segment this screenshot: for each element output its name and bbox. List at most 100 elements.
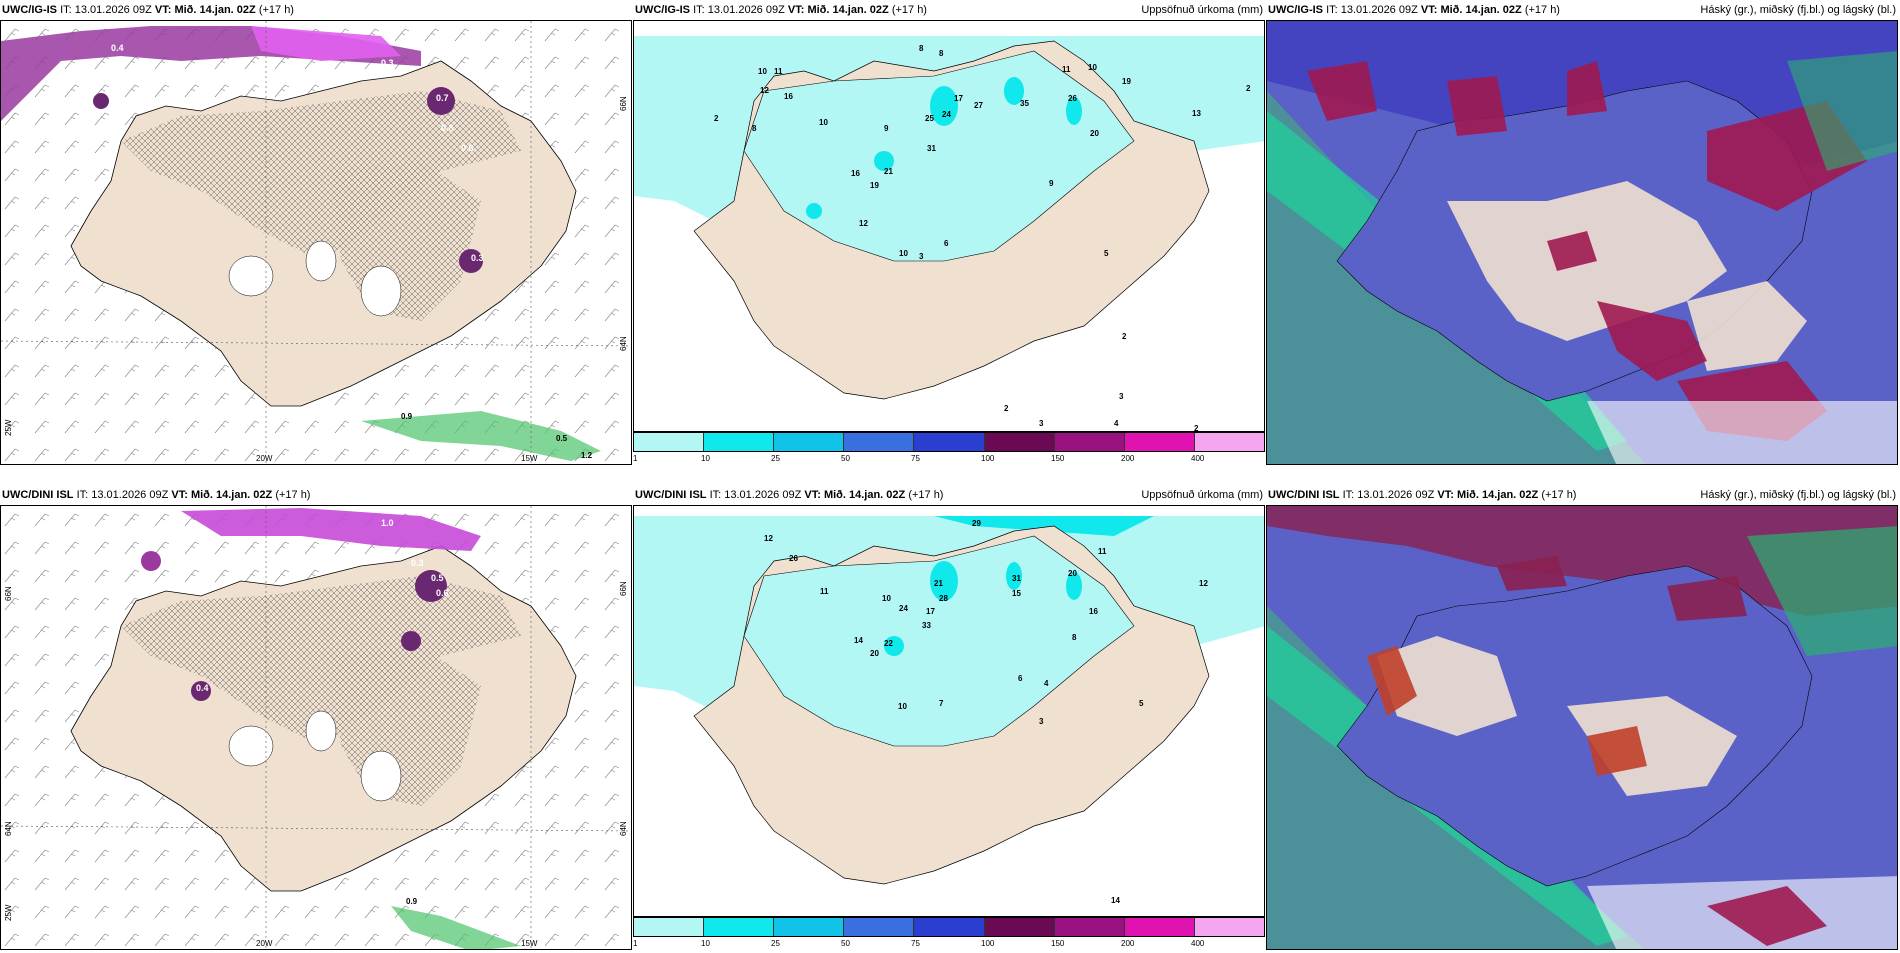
svg-text:11: 11 [1098,547,1107,556]
colorbar-label: 1 [633,939,638,948]
colorbar-label: 400 [1191,454,1205,463]
svg-text:3: 3 [1119,392,1124,401]
it-value: 13.01.2026 09Z [1340,4,1418,16]
wind-label: 0.3 [471,253,484,263]
colorbar-swatch [1124,918,1195,936]
it-value: 13.01.2026 09Z [724,489,802,501]
wind-label: 0.9 [401,412,413,421]
panel-precip-row1: UWC/IG-IS IT: 13.01.2026 09Z VT: Mið. 14… [633,0,1265,465]
wind-label: 0.9 [406,897,418,906]
wind-label: 0.7 [436,93,449,103]
panel-header: UWC/IG-IS IT: 13.01.2026 09Z VT: Mið. 14… [1266,0,1898,20]
it-label: IT: [60,4,72,16]
colorbar-swatches [633,432,1265,452]
vt-label: VT: Mið. 14.jan. 02Z [154,4,256,16]
svg-text:16: 16 [1089,607,1098,616]
colorbar-swatches [633,917,1265,937]
colorbar-swatch [914,918,985,936]
svg-text:24: 24 [942,110,951,119]
model-name: UWC/DINI ISL [635,489,707,501]
colorbar-label: 25 [771,454,780,463]
axis-label-15w: 15W [521,939,538,948]
svg-text:8: 8 [939,49,944,58]
colorbar-label: 1 [633,454,638,463]
svg-text:8: 8 [1072,633,1077,642]
panel-header: UWC/DINI ISL IT: 13.01.2026 09Z VT: Mið.… [1266,485,1898,505]
lead-time: (+17 h) [908,489,944,501]
wind-map-svg: 0.4 0.3 0.7 0.8 0.6 0.3 0.9 0.5 1.2 0.6 … [1,21,631,464]
svg-text:9: 9 [884,124,889,133]
svg-text:13: 13 [1192,109,1201,118]
axis-label-66n-right: 66N [619,581,628,596]
svg-text:17: 17 [954,94,963,103]
precip-map: 29 12 26 11 10 24 21 28 17 33 31 20 15 16 22 14… [633,505,1265,917]
svg-text:12: 12 [859,219,868,228]
colorbar-swatch [1054,433,1125,451]
svg-text:4: 4 [1044,679,1049,688]
wind-map: 0.4 0.3 0.7 0.8 0.6 0.3 0.9 0.5 1.2 0.6 … [0,20,632,465]
axis-label-66n: 66N [619,96,628,111]
svg-text:31: 31 [927,144,936,153]
colorbar-label: 50 [841,939,850,948]
svg-text:2: 2 [714,114,719,123]
vt-label: VT: Mið. 14.jan. 02Z [804,489,906,501]
svg-text:8: 8 [919,44,924,53]
vt-label: VT: Mið. 14.jan. 02Z [171,489,273,501]
svg-text:16: 16 [784,92,793,101]
colorbar-label: 75 [911,454,920,463]
colorbar-label: 100 [981,939,995,948]
lead-time: (+17 h) [1524,4,1560,16]
wind-label: 0.4 [196,683,209,693]
colorbar-label: 200 [1121,454,1135,463]
svg-text:14: 14 [854,636,863,645]
svg-text:19: 19 [1122,77,1131,86]
svg-text:20: 20 [1068,569,1077,578]
svg-text:6: 6 [944,239,949,248]
colorbar-label: 50 [841,454,850,463]
svg-text:21: 21 [884,167,893,176]
svg-text:8: 8 [752,124,757,133]
model-name: UWC/DINI ISL [2,489,74,501]
svg-text:11: 11 [1062,65,1071,74]
svg-text:10: 10 [898,702,907,711]
axis-label-66n: 66N [4,586,13,601]
axis-label-20w: 20W [256,939,273,948]
colorbar-label: 150 [1051,454,1065,463]
svg-text:2: 2 [1246,84,1251,93]
svg-text:11: 11 [774,67,783,76]
svg-text:25: 25 [925,114,934,123]
panel-wind-row2: UWC/DINI ISL IT: 13.01.2026 09Z VT: Mið.… [0,485,632,950]
svg-text:15: 15 [1012,589,1021,598]
it-label: IT: [709,489,722,501]
panel-header: UWC/DINI ISL IT: 13.01.2026 09Z VT: Mið.… [633,485,1265,505]
svg-text:35: 35 [1020,99,1029,108]
svg-text:22: 22 [884,639,893,648]
panel-header: UWC/DINI ISL IT: 13.01.2026 09Z VT: Mið.… [0,485,632,505]
svg-text:26: 26 [789,554,798,563]
cloud-title: Háský (gr.), miðský (fj.bl.) og lágský (… [1700,4,1896,16]
svg-text:10: 10 [1088,63,1097,72]
wind-label: 0.6 [496,403,509,413]
svg-text:3: 3 [1039,419,1044,428]
panel-header: UWC/IG-IS IT: 13.01.2026 09Z VT: Mið. 14… [633,0,1265,20]
svg-text:26: 26 [1068,94,1077,103]
cloud-title: Háský (gr.), miðský (fj.bl.) og lágský (… [1700,489,1896,501]
svg-text:14: 14 [1111,896,1120,905]
colorbar-swatch [634,433,705,451]
svg-text:10: 10 [899,249,908,258]
colorbar-swatch [844,433,915,451]
colorbar-swatch [704,918,775,936]
wind-label: 0.8 [441,123,454,133]
svg-text:11: 11 [820,587,829,596]
svg-text:31: 31 [1012,574,1021,583]
colorbar-label: 100 [981,454,995,463]
it-value: 13.01.2026 09Z [91,489,169,501]
svg-text:9: 9 [1049,179,1054,188]
wind-label: 1.2 [581,451,593,460]
colorbar-swatch [1124,433,1195,451]
lead-time: (+17 h) [275,489,311,501]
svg-text:2: 2 [1194,424,1199,432]
model-name: UWC/IG-IS [635,4,690,16]
model-name: UWC/IG-IS [2,4,57,16]
